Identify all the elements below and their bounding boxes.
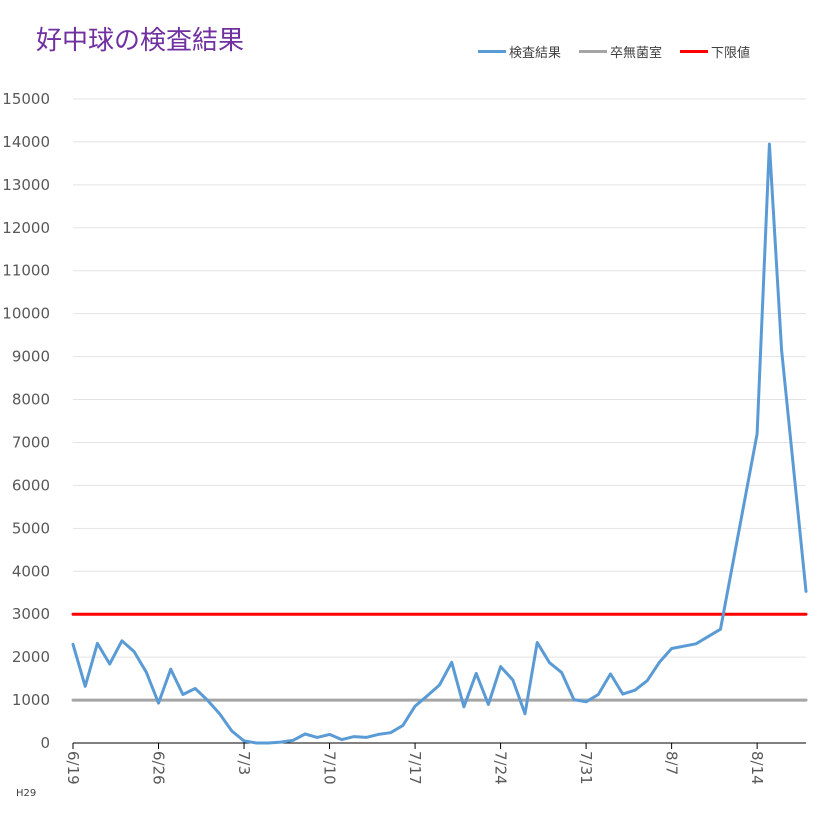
x-axis-ticks: 6/19 6/26 7/3 7/10 7/17 7/24 7/31 8/7 8/14 bbox=[64, 743, 766, 785]
y-tick-label-7: 7000 bbox=[12, 433, 50, 451]
y-tick-label-2: 2000 bbox=[12, 648, 50, 666]
y-tick-label-5: 5000 bbox=[12, 519, 50, 537]
y-tick-label-9: 9000 bbox=[12, 348, 50, 366]
y-tick-label-13: 13000 bbox=[2, 176, 50, 194]
legend-item-lower-limit: 下限値 bbox=[680, 42, 750, 61]
series-line-0 bbox=[71, 142, 808, 745]
series-lines bbox=[71, 142, 808, 745]
chart-legend: 検査結果 卒無菌室 下限値 bbox=[478, 42, 750, 61]
y-tick-label-12: 12000 bbox=[2, 219, 50, 237]
y-tick-label-1: 1000 bbox=[12, 691, 50, 709]
legend-item-cleanroom-exit: 卒無菌室 bbox=[579, 42, 662, 61]
y-tick-label-8: 8000 bbox=[12, 391, 50, 409]
x-tick-label-3: 7/10 bbox=[321, 751, 339, 785]
y-tick-label-11: 11000 bbox=[2, 262, 50, 280]
legend-label-results: 検査結果 bbox=[509, 46, 562, 61]
y-tick-label-3: 3000 bbox=[12, 605, 50, 623]
legend-swatch-lower-limit bbox=[680, 50, 709, 53]
x-tick-label-1: 6/26 bbox=[150, 751, 168, 785]
x-tick-label-6: 7/31 bbox=[577, 751, 595, 785]
legend-swatch-cleanroom-exit bbox=[579, 50, 608, 53]
y-tick-label-4: 4000 bbox=[12, 562, 50, 580]
x-tick-label-7: 8/7 bbox=[663, 751, 681, 775]
x-tick-label-2: 7/3 bbox=[235, 751, 253, 775]
y-tick-label-6: 6000 bbox=[12, 476, 50, 494]
legend-swatch-results bbox=[478, 50, 506, 53]
y-tick-label-0: 0 bbox=[40, 734, 50, 752]
x-tick-label-0: 6/19 bbox=[64, 751, 82, 785]
chart-title: 好中球の検査結果 bbox=[36, 26, 245, 56]
y-tick-label-14: 14000 bbox=[2, 133, 50, 151]
grid-lines bbox=[73, 98, 806, 744]
legend-label-cleanroom-exit: 卒無菌室 bbox=[610, 46, 663, 61]
x-tick-label-5: 7/24 bbox=[492, 751, 510, 785]
legend-label-lower-limit: 下限値 bbox=[711, 46, 751, 61]
x-tick-label-4: 7/17 bbox=[406, 751, 424, 785]
x-tick-label-8: 8/14 bbox=[748, 751, 766, 785]
footnote: H29 bbox=[16, 788, 37, 799]
y-axis-ticks: 0 1000 2000 3000 4000 5000 6000 7000 8000 9000 100… bbox=[2, 90, 50, 752]
legend-item-results: 検査結果 bbox=[478, 42, 561, 61]
y-tick-label-10: 10000 bbox=[2, 305, 50, 323]
y-tick-label-15: 15000 bbox=[2, 90, 50, 108]
